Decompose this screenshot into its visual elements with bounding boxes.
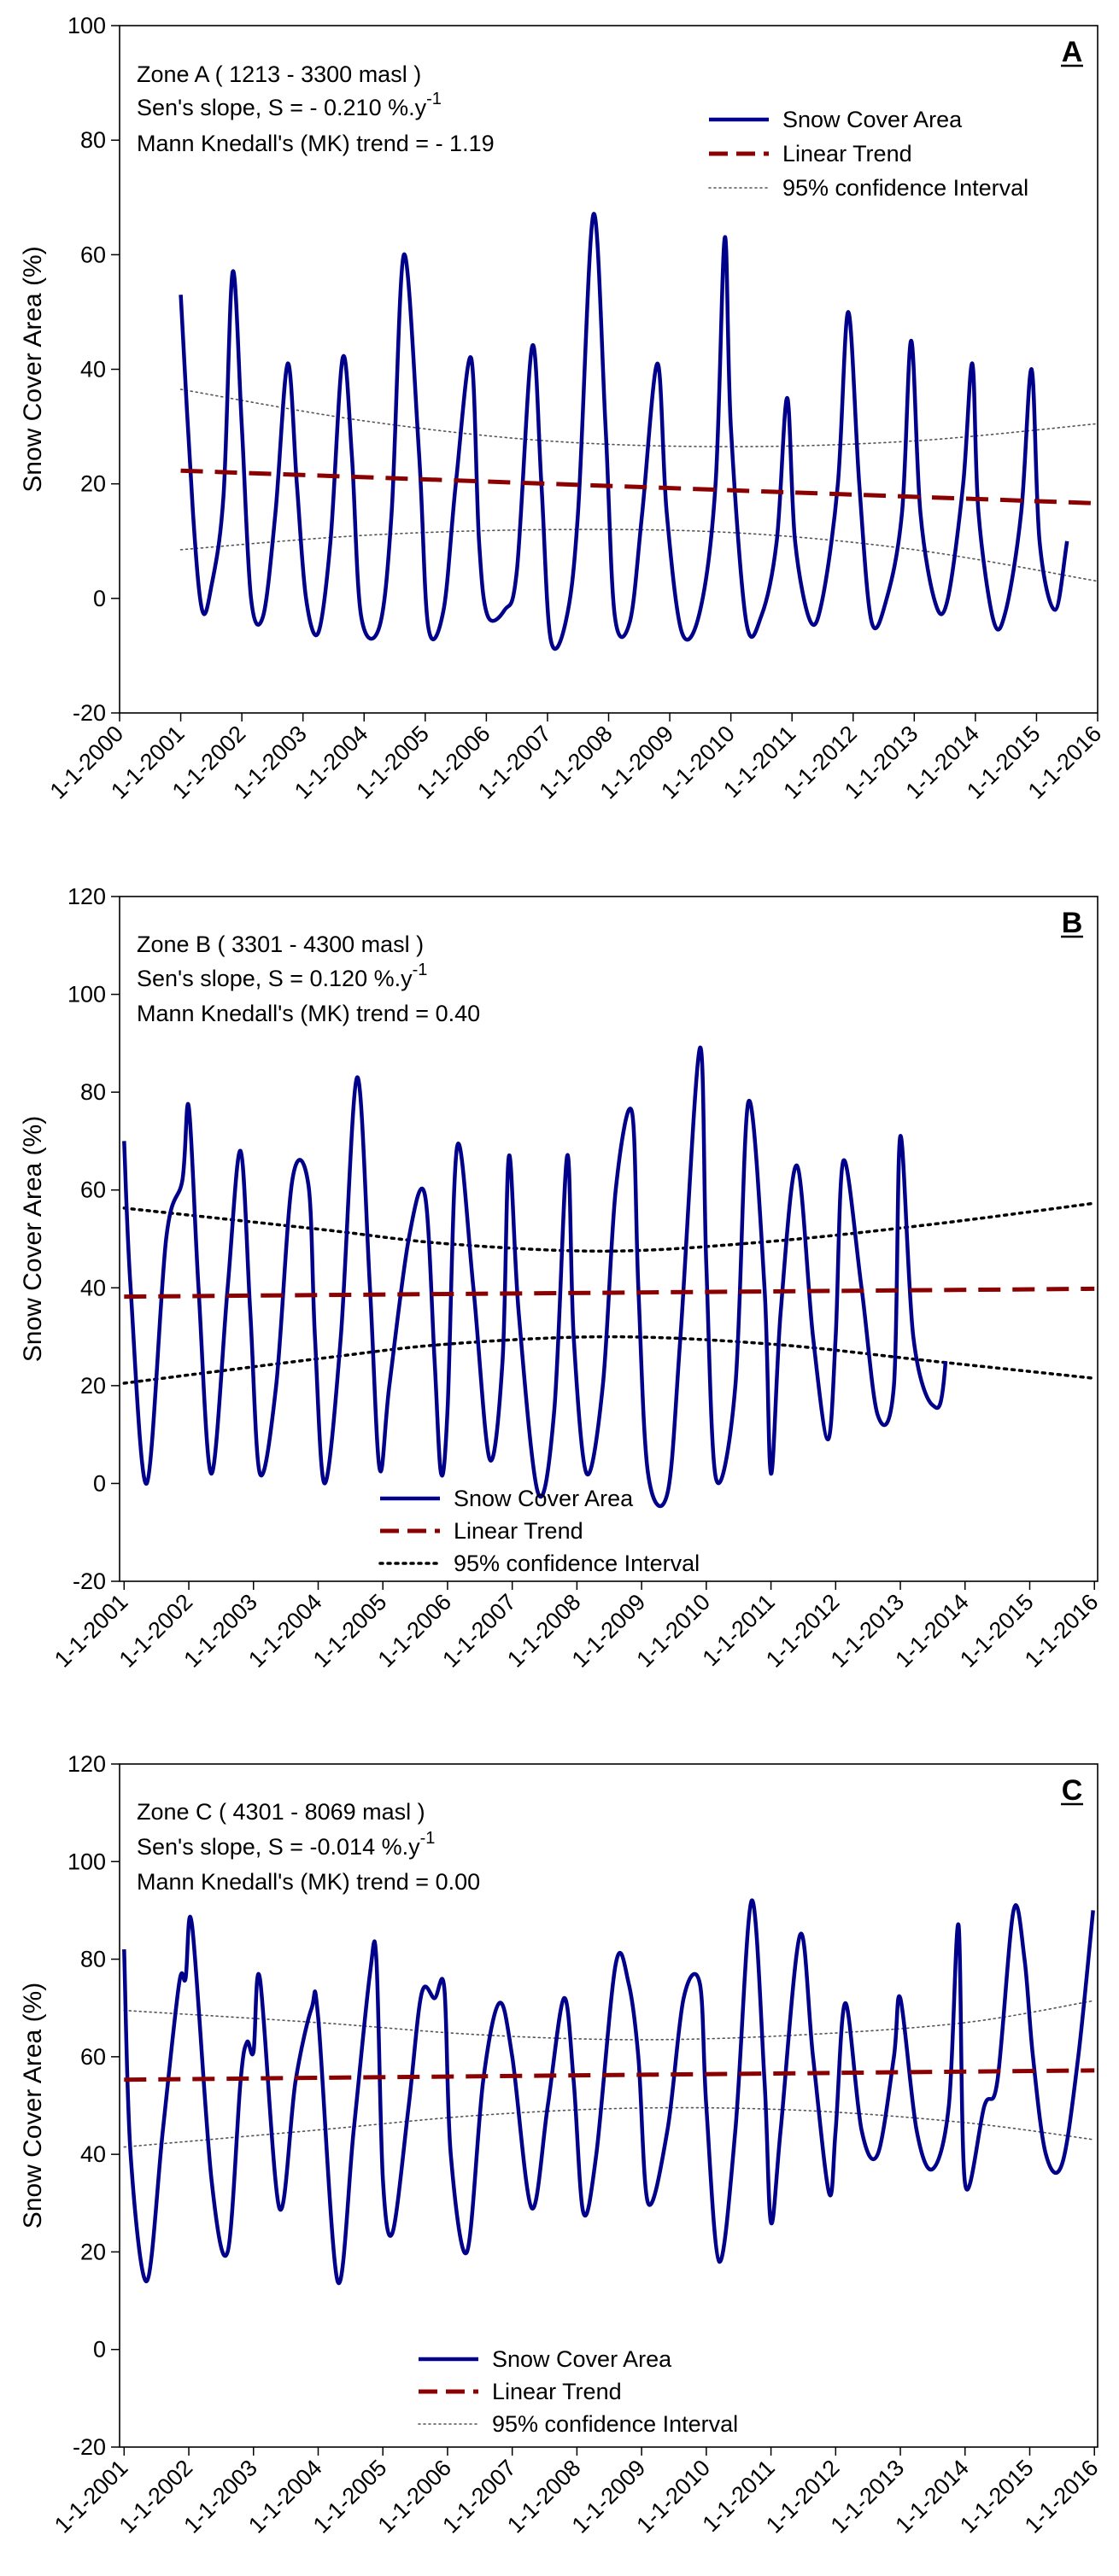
linear-trend-line	[124, 2068, 1095, 2082]
legend: Snow Cover Area Linear Trend 95% confidenc…	[418, 2346, 738, 2437]
sens-slope-superscript: -1	[420, 1829, 436, 1848]
legend-label-trend: Linear Trend	[454, 1518, 583, 1544]
y-tick-label: 60	[80, 2044, 106, 2070]
snow-cover-area-line	[179, 212, 1069, 651]
legend-label-ci: 95% confidence Interval	[492, 2411, 738, 2437]
mk-trend-label: Mann Knedall's (MK) trend = 0.00	[137, 1869, 480, 1895]
legend: Snow Cover Area Linear Trend 95% confidenc…	[378, 1486, 700, 1576]
y-axis-label: Snow Cover Area (%)	[19, 1116, 47, 1362]
confidence-interval-lower	[179, 529, 1098, 582]
sens-slope-label: Sen's slope, S = - 0.210 %.y-1	[137, 90, 442, 120]
sens-slope-superscript: -1	[426, 90, 442, 108]
y-tick-label: 100	[67, 1849, 106, 1874]
y-tick-label: 20	[80, 471, 106, 497]
y-tick-label: 60	[80, 242, 106, 267]
plot-area	[122, 1045, 1096, 1509]
y-tick-label: 60	[80, 1177, 106, 1203]
y-axis-label: Snow Cover Area (%)	[19, 246, 47, 492]
legend-label-ci: 95% confidence Interval	[782, 175, 1028, 201]
y-tick-label: 0	[93, 1470, 106, 1496]
y-tick-label: -20	[73, 1568, 106, 1594]
chart-panel-b: -200204060801001201-1-20011-1-20021-1-20…	[19, 884, 1103, 1673]
panel-letter: B	[1062, 907, 1083, 939]
y-tick-label: 40	[80, 357, 106, 383]
confidence-interval-upper	[179, 388, 1098, 447]
panel-letter: A	[1062, 36, 1083, 68]
linear-trend-line	[180, 468, 1098, 505]
y-tick-label: -20	[73, 2434, 106, 2460]
y-tick-label: 80	[80, 1947, 106, 1972]
plot-area	[122, 1898, 1095, 2286]
snow-cover-area-line	[122, 1045, 948, 1509]
confidence-interval-lower	[122, 1335, 1096, 1385]
mk-trend-label: Mann Knedall's (MK) trend = - 1.19	[137, 131, 495, 156]
zone-label: Zone C ( 4301 - 8069 masl )	[137, 1799, 425, 1825]
sens-slope-label: Sen's slope, S = 0.120 %.y-1	[137, 961, 427, 991]
legend-label-ci: 95% confidence Interval	[454, 1551, 700, 1576]
y-tick-label: 20	[80, 1373, 106, 1399]
sens-slope-superscript: -1	[413, 961, 428, 979]
legend-label-sca: Snow Cover Area	[454, 1486, 634, 1511]
y-tick-label: -20	[73, 700, 106, 726]
mk-trend-label: Mann Knedall's (MK) trend = 0.40	[137, 1001, 480, 1026]
legend-label-sca: Snow Cover Area	[492, 2346, 672, 2372]
zone-label: Zone A ( 1213 - 3300 masl )	[137, 61, 421, 87]
y-tick-label: 0	[93, 586, 106, 611]
zone-label: Zone B ( 3301 - 4300 masl )	[137, 932, 424, 957]
y-tick-label: 100	[67, 982, 106, 1008]
legend-label-trend: Linear Trend	[492, 2379, 622, 2404]
legend-label-sca: Snow Cover Area	[782, 107, 963, 132]
y-tick-label: 40	[80, 2141, 106, 2167]
y-tick-label: 80	[80, 127, 106, 153]
plot-frame	[119, 896, 1098, 1582]
chart-panel-c: -200204060801001201-1-20011-1-20021-1-20…	[19, 1751, 1103, 2538]
confidence-interval-upper	[122, 1201, 1096, 1253]
legend: Snow Cover Area Linear Trend 95% confidenc…	[708, 107, 1028, 201]
snow-cover-area-line	[122, 1898, 1095, 2286]
y-tick-label: 120	[67, 1751, 106, 1777]
y-tick-label: 120	[67, 884, 106, 909]
y-tick-label: 20	[80, 2239, 106, 2264]
y-tick-label: 0	[93, 2337, 106, 2363]
sens-slope-label: Sen's slope, S = -0.014 %.y-1	[137, 1829, 435, 1860]
y-tick-label: 100	[67, 13, 106, 38]
legend-label-trend: Linear Trend	[782, 141, 912, 166]
y-axis-label: Snow Cover Area (%)	[19, 1983, 47, 2228]
panel-letter: C	[1062, 1774, 1083, 1807]
y-tick-label: 80	[80, 1079, 106, 1105]
plot-frame	[119, 1763, 1098, 2448]
plot-area	[179, 212, 1098, 651]
linear-trend-line	[124, 1286, 1095, 1300]
y-tick-label: 40	[80, 1275, 106, 1300]
chart-panel-a: -200204060801001-1-20001-1-20011-1-20021…	[19, 13, 1106, 804]
